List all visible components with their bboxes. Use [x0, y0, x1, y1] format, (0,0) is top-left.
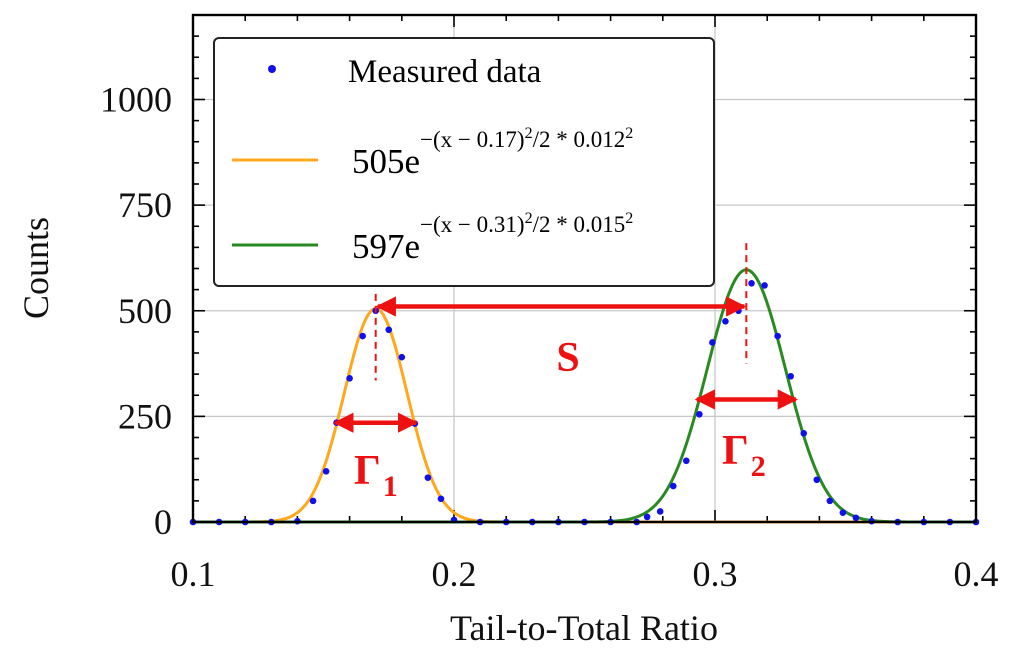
- data-point: [669, 482, 677, 490]
- y-tick-label: 750: [118, 185, 172, 225]
- legend: Measured data 505e−(x − 0.17)2/2 * 0.012…: [213, 37, 715, 287]
- plot-frame: [191, 13, 978, 524]
- data-point: [696, 410, 703, 418]
- data-point: [424, 474, 432, 481]
- x-tick-label: 0.1: [171, 554, 216, 594]
- data-point: [656, 508, 664, 515]
- data-point: [800, 429, 808, 437]
- data-point: [787, 372, 794, 380]
- data-point: [826, 497, 834, 505]
- legend-fit-1-label: 505e−(x − 0.17)2/2 * 0.0122: [352, 125, 633, 181]
- data-point: [309, 497, 317, 505]
- fit-curve-1: [193, 307, 976, 524]
- x-tick-label: 0.2: [432, 554, 477, 594]
- legend-measured-label: Measured data: [348, 54, 542, 90]
- data-point: [359, 332, 366, 340]
- data-point: [774, 332, 781, 340]
- data-point: [385, 326, 393, 334]
- y-tick-label: 500: [118, 291, 172, 331]
- measured-points: [189, 279, 980, 526]
- legend-measured-marker: [268, 65, 276, 73]
- data-point: [398, 353, 406, 361]
- tick-labels: 0.1 0.2 0.3 0.4 0 250 500 750 1000: [100, 80, 999, 595]
- y-tick-label: 250: [118, 396, 172, 436]
- data-point: [748, 279, 755, 287]
- data-point: [813, 476, 821, 484]
- data-point: [839, 509, 847, 517]
- data-point: [322, 468, 330, 475]
- x-tick-label: 0.3: [693, 554, 738, 594]
- x-axis-label: Tail-to-Total Ratio: [450, 608, 718, 648]
- data-point: [346, 375, 353, 382]
- data-point: [709, 339, 716, 346]
- legend-fit-2-label: 597e−(x − 0.31)2/2 * 0.0152: [352, 210, 633, 266]
- y-tick-label: 1000: [100, 80, 172, 120]
- separation-label: S: [556, 335, 579, 381]
- data-point: [761, 282, 768, 289]
- y-tick-label: 0: [154, 502, 172, 542]
- data-point: [643, 513, 651, 521]
- gamma-2-label: Γ2: [722, 428, 766, 483]
- data-point: [682, 457, 690, 465]
- x-tick-label: 0.4: [954, 554, 999, 594]
- gamma-1-label: Γ1: [354, 448, 398, 503]
- data-point: [852, 514, 860, 522]
- data-point: [722, 318, 729, 325]
- y-axis-label: Counts: [16, 217, 56, 319]
- annotations: S Γ1 Γ2: [333, 243, 798, 503]
- legend-box: [213, 37, 715, 287]
- data-point: [437, 495, 445, 503]
